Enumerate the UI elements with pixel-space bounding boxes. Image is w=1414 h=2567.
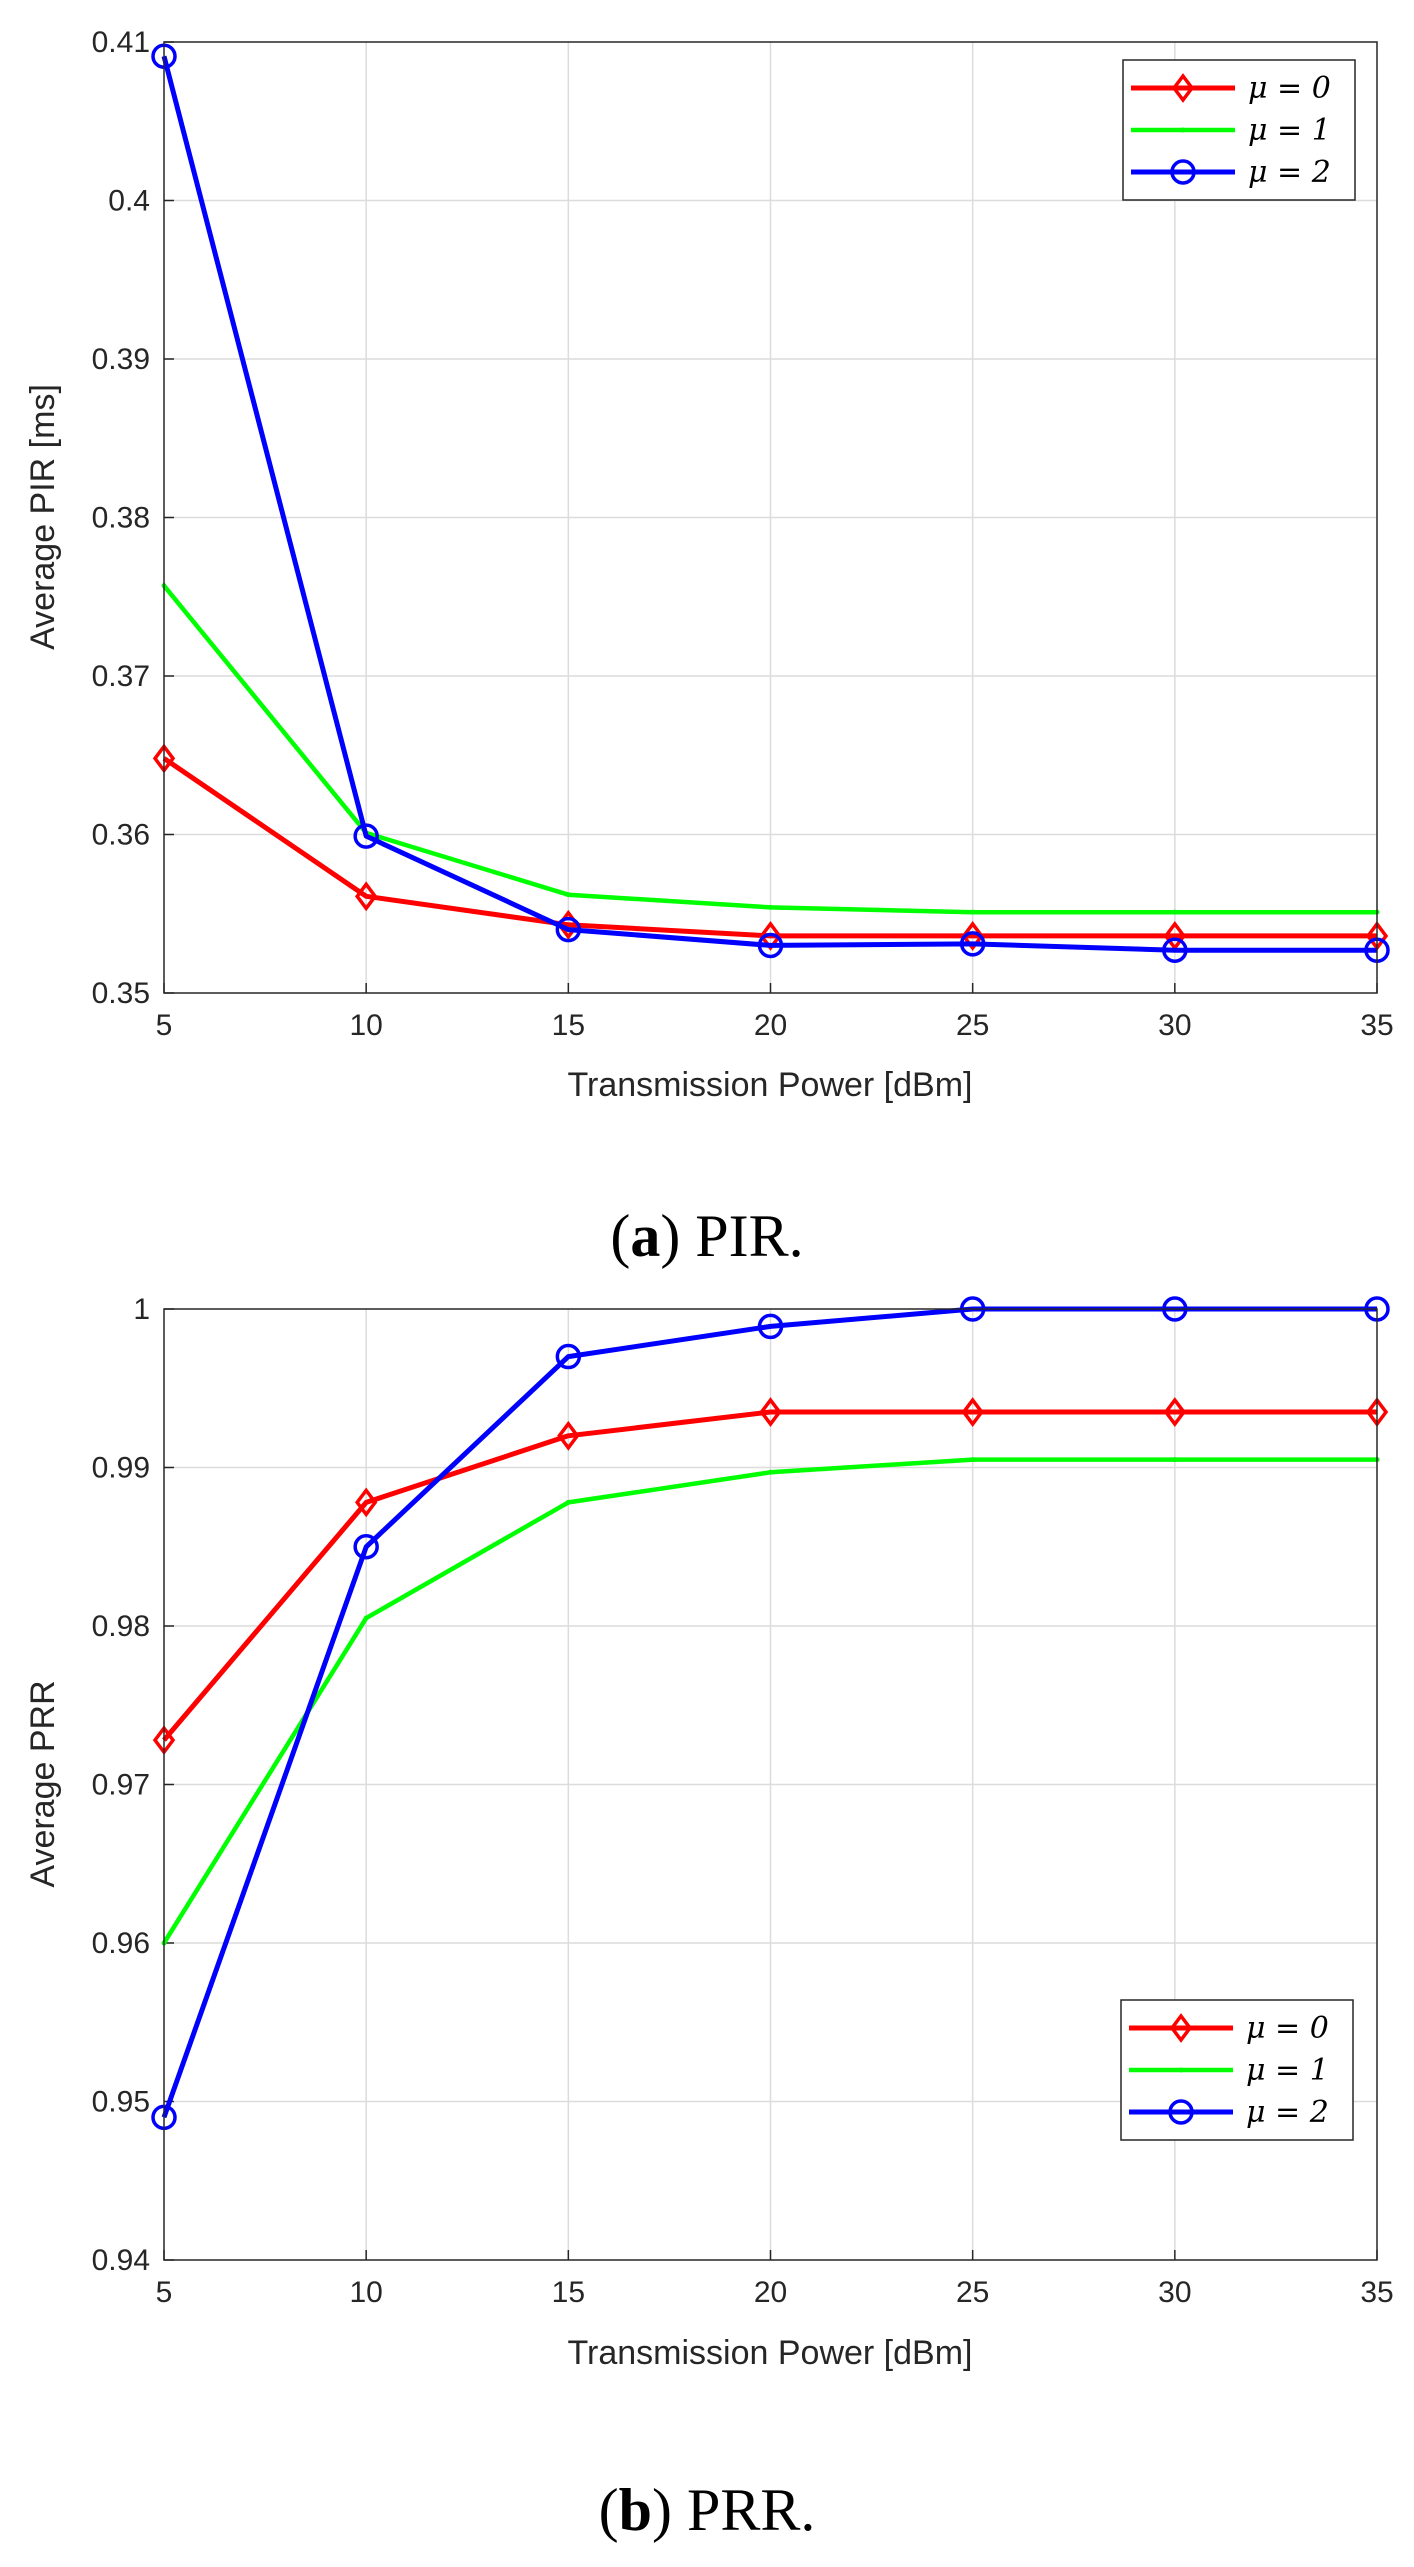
- data-point: [565, 1499, 571, 1505]
- y-tick-label: 0.41: [92, 26, 150, 59]
- data-point: [768, 1469, 773, 1475]
- x-tick-label: 5: [156, 2276, 173, 2309]
- y-tick-label: 0.35: [92, 977, 150, 1010]
- legend-marker: [1171, 73, 1195, 103]
- series-line: [161, 55, 1377, 953]
- legend-item: μ = 2: [1131, 155, 1331, 190]
- data-point: [555, 916, 582, 943]
- data-point: [354, 1487, 378, 1518]
- data-point: [759, 921, 782, 951]
- legend-item: μ = 1: [1129, 2053, 1329, 2088]
- y-tick-label: 0.39: [92, 343, 150, 376]
- x-tick-label: 25: [956, 2276, 989, 2309]
- data-point: [768, 904, 773, 910]
- legend-marker: [1170, 159, 1196, 185]
- caption-b: (b) PRR.: [599, 2477, 816, 2543]
- x-axis-label: Transmission Power [dBm]: [568, 2334, 973, 2372]
- data-point: [961, 1397, 984, 1427]
- x-axis-label: Transmission Power [dBm]: [568, 1066, 973, 1104]
- data-point: [1172, 909, 1178, 915]
- data-point: [353, 823, 379, 849]
- x-tick-label: 25: [956, 1009, 989, 1042]
- x-tick-label: 15: [552, 1009, 585, 1042]
- data-point: [970, 1457, 976, 1463]
- y-tick-label: 0.38: [92, 502, 150, 535]
- y-tick-label: 0.99: [92, 1452, 150, 1485]
- data-point: [959, 931, 986, 957]
- y-tick-label: 0.96: [92, 1927, 150, 1960]
- caption-label: a: [630, 1203, 660, 1269]
- series-0: [152, 1397, 1389, 1756]
- series-group: [151, 43, 1390, 963]
- x-tick-label: 10: [349, 1009, 382, 1042]
- caption-a: (a) PIR.: [610, 1203, 803, 1269]
- data-point: [961, 921, 984, 951]
- y-tick-label: 0.94: [92, 2244, 150, 2277]
- chart-panel-prr: 5 10 15 20 25 30 35 0.94 0.95 0.96 0.97 0.98 0.99 1 T…: [24, 1293, 1394, 2543]
- data-point: [565, 892, 571, 898]
- series-1: [161, 1457, 1380, 1946]
- data-point: [555, 1343, 582, 1370]
- data-point: [354, 881, 378, 912]
- y-tick-label: 0.36: [92, 819, 150, 852]
- y-tick-label: 0.95: [92, 2086, 150, 2119]
- caption-text: PIR.: [695, 1203, 803, 1269]
- data-point: [1162, 937, 1188, 963]
- legend-label: μ = 2: [1246, 2095, 1329, 2130]
- data-point: [557, 1420, 580, 1451]
- legend: μ = 0 μ = 1 μ = 2: [1120, 1999, 1354, 2141]
- legend-label: μ = 1: [1248, 113, 1331, 148]
- legend-label: μ = 0: [1246, 2011, 1329, 2046]
- x-tick-label: 20: [754, 2276, 787, 2309]
- x-tick-label: 15: [552, 2276, 585, 2309]
- data-point: [1163, 1397, 1187, 1427]
- data-point: [363, 1615, 369, 1621]
- x-tick-label: 30: [1158, 1009, 1191, 1042]
- y-tick-label: 1: [133, 1293, 150, 1326]
- y-axis-label: Average PIR [ms]: [24, 384, 62, 650]
- y-tick-label: 0.97: [92, 1769, 150, 1802]
- tick-labels: 5 10 15 20 25 30 35 0.35 0.36 0.37 0.38 0.39 0.4 0.41: [92, 26, 1394, 1042]
- x-tick-label: 5: [156, 1009, 173, 1042]
- legend-item: μ = 2: [1129, 2095, 1329, 2130]
- legend-label: μ = 1: [1246, 2053, 1329, 2088]
- plot-frame: [163, 41, 1378, 994]
- legend-marker: [1178, 2067, 1184, 2073]
- data-point: [353, 1534, 379, 1560]
- data-point: [757, 932, 784, 959]
- legend-marker: [1169, 2013, 1193, 2043]
- data-point: [970, 909, 976, 915]
- x-tick-label: 30: [1158, 2276, 1191, 2309]
- y-tick-label: 0.4: [108, 185, 150, 218]
- data-point: [1172, 1457, 1178, 1463]
- x-tick-label: 35: [1360, 1009, 1393, 1042]
- legend-label: μ = 2: [1248, 155, 1331, 190]
- y-tick-label: 0.37: [92, 660, 150, 693]
- x-tick-label: 35: [1360, 2276, 1393, 2309]
- tick-labels: 5 10 15 20 25 30 35 0.94 0.95 0.96 0.97 0.98 0.99 1: [92, 1293, 1394, 2309]
- legend-item: μ = 1: [1131, 113, 1331, 148]
- data-point: [759, 1397, 782, 1427]
- legend-label: μ = 0: [1248, 71, 1331, 106]
- grid-lines: [163, 41, 1378, 994]
- data-point: [757, 1313, 784, 1340]
- caption-label: b: [619, 2477, 652, 2543]
- legend-item: μ = 0: [1131, 71, 1331, 106]
- y-tick-label: 0.98: [92, 1610, 150, 1643]
- legend-item: μ = 0: [1129, 2011, 1329, 2046]
- chart-panel-pir: 5 10 15 20 25 30 35 0.35 0.36 0.37 0.38 0.39 0.4 0.41…: [24, 26, 1394, 1269]
- legend-marker: [1180, 127, 1186, 133]
- caption-text: PRR.: [687, 2477, 815, 2543]
- x-tick-label: 20: [754, 1009, 787, 1042]
- plot-frame: [163, 1308, 1378, 2261]
- legend-marker: [1168, 2099, 1194, 2125]
- legend: μ = 0 μ = 1 μ = 2: [1122, 59, 1356, 201]
- y-axis-label: Average PRR: [24, 1680, 62, 1887]
- x-tick-label: 10: [349, 2276, 382, 2309]
- series-line: [162, 1409, 1377, 1742]
